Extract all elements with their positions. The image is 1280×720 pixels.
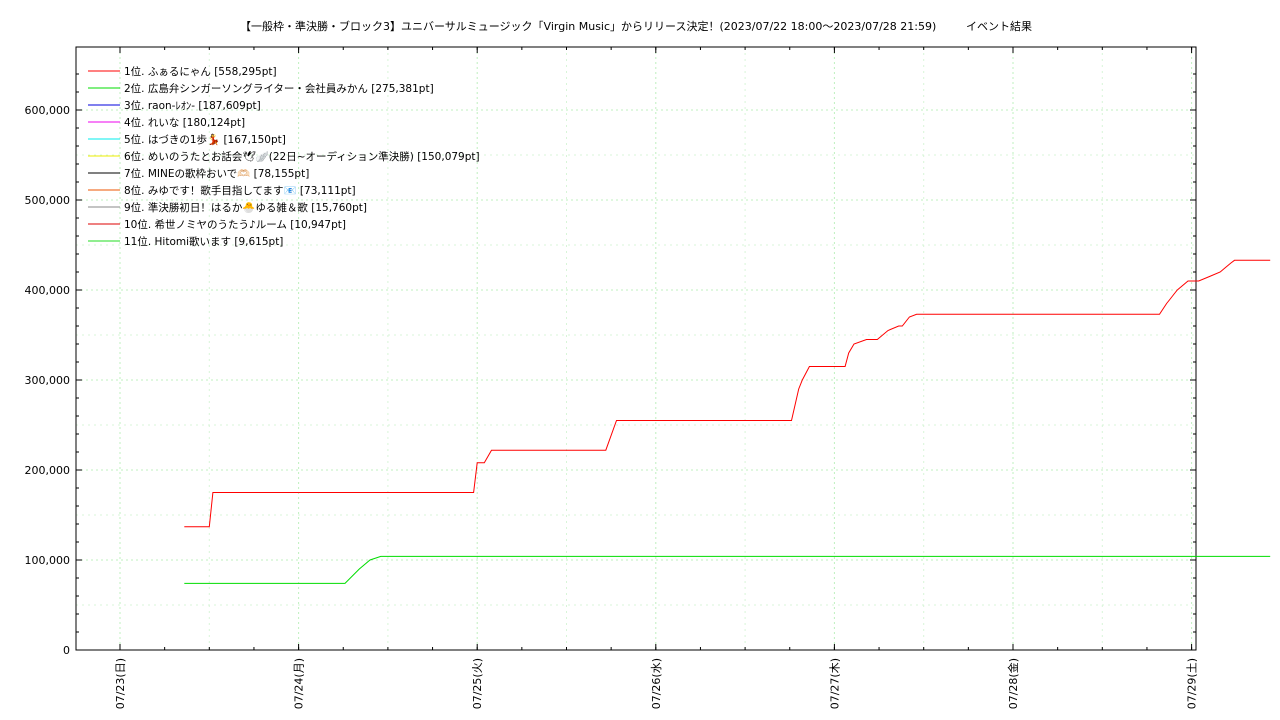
- x-tick-label: 07/24(月): [293, 658, 306, 709]
- x-tick-label: 07/23(日): [114, 658, 127, 709]
- legend-entry: 8位. みゆです！歌手目指してます📧 [73,111pt]: [124, 184, 356, 197]
- y-tick-label: 0: [63, 644, 70, 657]
- legend-entry: 11位. Hitomi歌います [9,615pt]: [124, 235, 283, 248]
- legend-entry: 2位. 広島弁シンガーソングライター・会社員みかん [275,381pt]: [124, 82, 434, 95]
- legend: 1位. ふぁるにゃん [558,295pt] 2位. 広島弁シンガーソングライタ…: [88, 65, 480, 248]
- y-tick-label: 500,000: [25, 194, 71, 207]
- y-tick-label: 300,000: [25, 374, 71, 387]
- y-tick-label: 600,000: [25, 104, 71, 117]
- x-tick-label: 07/27(木): [828, 658, 841, 709]
- legend-entry: 6位. めいのうたとお話会🕊🪽(22日~オーディション準決勝) [150,079…: [124, 150, 480, 163]
- y-tick-label: 400,000: [25, 284, 71, 297]
- x-axis: 07/23(日) 07/24(月) 07/25(火) 07/26(水) 07/27(木)…: [114, 47, 1199, 709]
- legend-entry: 9位. 準決勝初日！はるか🐣ゆる雑＆歌 [15,760pt]: [124, 201, 367, 214]
- series-lines: [184, 259, 1271, 584]
- y-axis: 0 100,000 200,000 300,000 400,000 500,000 600,…: [25, 73, 1196, 657]
- x-tick-label: 07/25(火): [471, 658, 484, 709]
- legend-entry: 4位. れいな [180,124pt]: [124, 116, 245, 129]
- series-line-2: [184, 555, 1271, 584]
- series-line-1: [184, 259, 1271, 528]
- x-tick-label: 07/28(金): [1006, 658, 1020, 709]
- legend-entry: 10位. 希世ノミヤのうたう♪ルーム [10,947pt]: [124, 218, 346, 231]
- y-tick-label: 200,000: [25, 464, 71, 477]
- legend-entry: 5位. はづきの1歩💃 [167,150pt]: [124, 133, 286, 146]
- grid: [76, 47, 1196, 650]
- x-tick-label: 07/26(水): [650, 658, 663, 709]
- legend-entry: 7位. MINEの歌枠おいで🫶🏻 [78,155pt]: [124, 167, 309, 180]
- legend-entry: 3位. raon-ﾚｵﾝ- [187,609pt]: [124, 99, 261, 112]
- x-tick-label: 07/29(土): [1186, 658, 1199, 709]
- legend-entry: 1位. ふぁるにゃん [558,295pt]: [124, 65, 277, 78]
- chart-subtitle: イベント結果: [966, 19, 1032, 33]
- y-tick-label: 100,000: [25, 554, 71, 567]
- chart-title: 【一般枠・準決勝・ブロック3】ユニバーサルミュージック「Virgin Music…: [240, 19, 936, 33]
- plot-frame: [75, 46, 1197, 651]
